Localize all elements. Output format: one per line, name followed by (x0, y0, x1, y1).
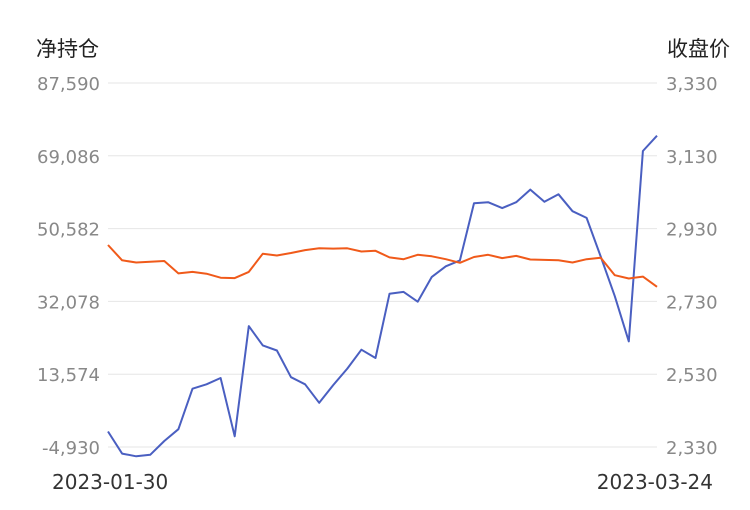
x-start-label: 2023-01-30 (52, 470, 168, 494)
close-price-line (107, 244, 658, 288)
left-tick-label: 87,590 (37, 74, 100, 95)
left-tick-label: -4,930 (42, 438, 100, 459)
net-position-line (107, 135, 658, 458)
series-lines (107, 135, 658, 458)
right-tick-label: 3,330 (666, 74, 718, 95)
right-tick-label: 2,930 (666, 220, 718, 241)
right-tick-label: 2,730 (666, 292, 718, 313)
right-tick-label: 2,530 (666, 365, 718, 386)
left-axis-ticks: 87,590 69,086 50,582 32,078 13,574 -4,930 (37, 74, 100, 459)
right-tick-label: 3,130 (666, 147, 718, 168)
left-tick-label: 13,574 (37, 365, 100, 386)
right-tick-label: 2,330 (666, 438, 718, 459)
left-tick-label: 50,582 (37, 220, 100, 241)
left-tick-label: 69,086 (37, 147, 100, 168)
left-tick-label: 32,078 (37, 292, 100, 313)
right-axis-ticks: 3,330 3,130 2,930 2,730 2,530 2,330 (666, 74, 718, 459)
left-axis-title: 净持仓 (36, 37, 99, 61)
x-end-label: 2023-03-24 (597, 470, 713, 494)
grid-lines (108, 82, 657, 448)
right-axis-title: 收盘价 (667, 37, 730, 61)
